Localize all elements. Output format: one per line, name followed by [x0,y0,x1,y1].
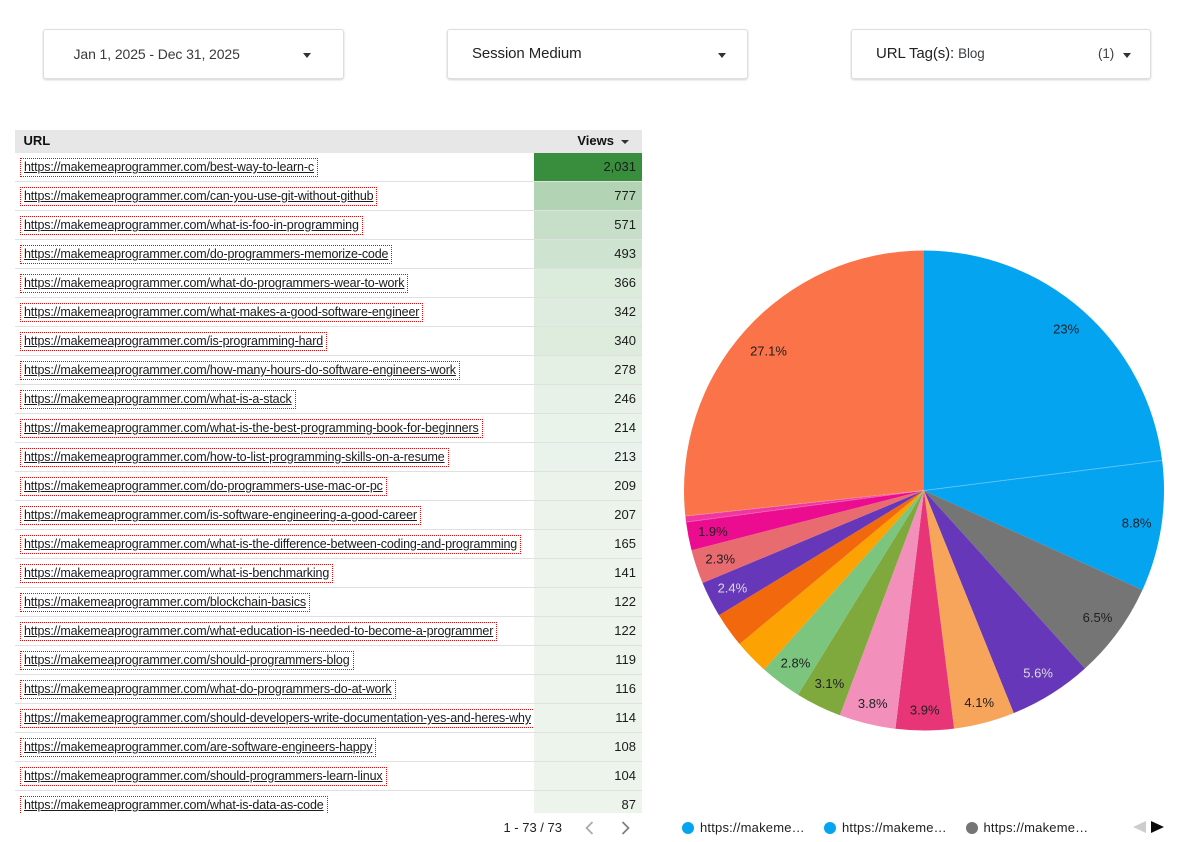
svg-text:2.3%: 2.3% [705,551,735,566]
svg-text:27.1%: 27.1% [750,343,787,358]
svg-text:5.6%: 5.6% [1023,665,1053,680]
svg-text:1.9%: 1.9% [698,524,728,539]
svg-text:2.8%: 2.8% [781,655,811,670]
svg-text:23%: 23% [1053,322,1079,337]
svg-text:2.4%: 2.4% [718,581,748,596]
svg-text:4.1%: 4.1% [964,695,994,710]
svg-text:8.8%: 8.8% [1122,515,1152,530]
svg-text:6.5%: 6.5% [1083,610,1113,625]
svg-text:3.1%: 3.1% [815,676,845,691]
svg-text:3.8%: 3.8% [858,696,888,711]
svg-text:3.9%: 3.9% [910,703,940,718]
